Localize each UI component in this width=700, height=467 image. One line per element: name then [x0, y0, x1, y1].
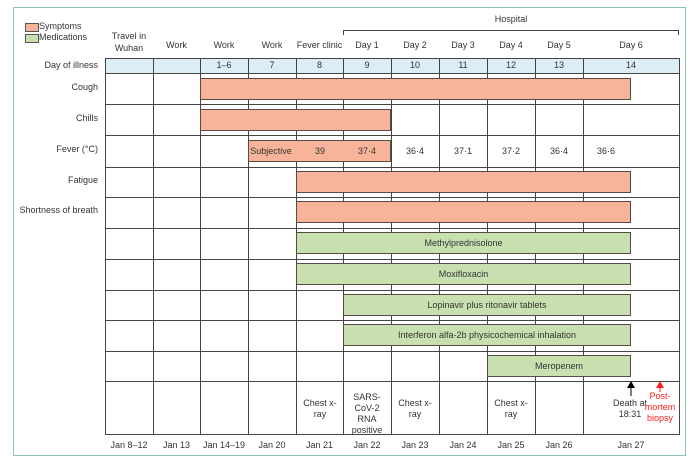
date-label: Jan 25 [497, 440, 525, 450]
column-header: Day 3 [451, 40, 475, 50]
legend-medications-label: Medications [39, 32, 88, 42]
biopsy-arrow-icon [656, 381, 664, 392]
column-header: Work [213, 40, 235, 50]
day-of-illness-label: Day of illness [44, 60, 98, 70]
meropenem-bar: Meropenem [487, 355, 631, 377]
chills-bar [200, 109, 391, 131]
grid-hline [105, 351, 680, 352]
row-label: Shortness of breath [19, 205, 98, 215]
day-of-illness-cell: 9 [364, 60, 370, 70]
legend-symptoms-swatch [25, 23, 39, 32]
column-header: Day 5 [547, 40, 571, 50]
column-header: Work [166, 40, 187, 50]
grid-hline [105, 197, 680, 198]
grid-hline [105, 259, 680, 260]
moxifloxacin-bar: Moxifloxacin [296, 263, 631, 285]
lopinavir-ritonavir-bar: Lopinavir plus ritonavir tablets [343, 294, 631, 316]
column-header: Day 6 [619, 40, 643, 50]
hospital-label: Hospital [494, 14, 528, 24]
column-header: Fever clinic [296, 40, 343, 50]
day-of-illness-cell: 11 [458, 60, 468, 70]
date-label: Jan 8–12 [110, 440, 148, 450]
interferon-bar: Interferon alfa-2b physicochemical inhal… [343, 324, 631, 346]
fever-subjective: Subjective [250, 146, 292, 156]
grid-hline [105, 290, 680, 291]
grid-hline [105, 320, 680, 321]
event-chest-xray-jan23: Chest x-ray [398, 398, 432, 419]
column-header: Work [261, 40, 283, 50]
date-label: Jan 20 [258, 440, 286, 450]
column-header: Day 4 [499, 40, 523, 50]
grid-hline [105, 73, 680, 74]
date-label: Jan 22 [353, 440, 381, 450]
row-label: Fever (°C) [56, 144, 98, 154]
legend-medications-swatch [25, 34, 39, 43]
event-rna-positive-jan22: SARS-CoV-2 RNA positive [351, 392, 383, 435]
column-header: Travel in Wuhan [111, 31, 147, 53]
grid-hline [105, 228, 680, 229]
column-header: Day 2 [403, 40, 427, 50]
day-of-illness-cell: 14 [625, 60, 637, 70]
event-chest-xray-jan25: Chest x-ray [494, 398, 528, 419]
row-label: Cough [71, 82, 98, 92]
grid-vline [200, 58, 201, 434]
grid-vline [105, 58, 106, 434]
fatigue-bar [296, 171, 631, 193]
hospital-bracket-left [343, 30, 344, 35]
grid-vline [679, 58, 680, 434]
day-of-illness-cell: 7 [269, 60, 275, 70]
fever-value-day11: 37·1 [453, 146, 473, 156]
hospital-bracket [343, 30, 679, 31]
day-of-illness-cell: 12 [505, 60, 517, 70]
event-chest-xray-jan21: Chest x-ray [303, 398, 337, 419]
event-death: Death at 18:31 [612, 398, 648, 419]
day-of-illness-cell: 8 [316, 60, 323, 70]
fever-value-day14: 36·6 [596, 146, 616, 156]
death-arrow-icon [627, 381, 635, 396]
legend-symptoms-label: Symptoms [39, 21, 82, 31]
event-post-mortem-biopsy: Post-mortem biopsy [644, 391, 676, 423]
fever-value-day13: 36·4 [549, 146, 569, 156]
cough-bar [200, 78, 631, 100]
figure-frame [13, 7, 686, 456]
grid-vline [153, 58, 154, 434]
hospital-bracket-right [678, 30, 679, 35]
date-label: Jan 27 [617, 440, 645, 450]
grid-hline [105, 167, 680, 168]
methylprednisolone-bar: Methylprednisolone [296, 232, 631, 254]
fever-value-day12: 37·2 [501, 146, 521, 156]
row-label: Chills [75, 113, 98, 123]
shortness-of-breath-bar [296, 201, 631, 223]
date-label: Jan 24 [449, 440, 477, 450]
date-label: Jan 14–19 [202, 440, 246, 450]
date-label: Jan 23 [401, 440, 429, 450]
grid-hline [105, 434, 680, 435]
fever-value-day10: 36·4 [405, 146, 425, 156]
fever-value-day9: 37·4 [357, 146, 377, 156]
day-of-illness-cell: 10 [409, 60, 421, 70]
grid-hline [105, 381, 680, 382]
grid-hline [105, 104, 680, 105]
date-label: Jan 26 [545, 440, 573, 450]
day-of-illness-cell: 13 [553, 60, 565, 70]
date-label: Jan 21 [305, 440, 334, 450]
day-of-illness-cell: 1–6 [216, 60, 232, 70]
fever-bar [248, 140, 391, 162]
row-label: Fatigue [67, 175, 98, 185]
grid-hline [105, 58, 680, 59]
column-header: Day 1 [355, 40, 379, 50]
date-label: Jan 13 [162, 440, 191, 450]
fever-value-day8: 39 [314, 146, 326, 156]
grid-hline [105, 135, 680, 136]
grid-vline [248, 58, 249, 434]
